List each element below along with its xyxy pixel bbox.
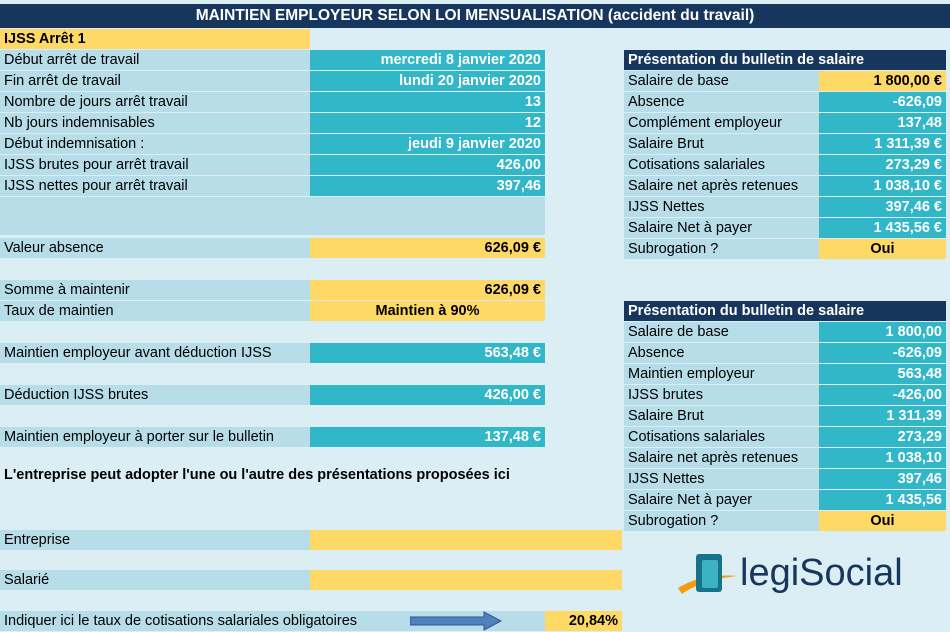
logo-text-part2: Social: [799, 552, 903, 594]
bulletin2-subrogation-select[interactable]: Oui: [819, 511, 946, 531]
entreprise-input[interactable]: [310, 530, 622, 550]
somme-maintenir-value[interactable]: 626,09 €: [310, 280, 545, 300]
bulletin1-row-label: Absence: [624, 92, 819, 112]
legisocial-logo: legiSocial: [676, 548, 936, 604]
salarie-label: Salarié: [0, 570, 310, 590]
bulletin1-row-value[interactable]: 1 435,56 €: [819, 218, 946, 238]
bulletin2-row-value[interactable]: 563,48: [819, 364, 946, 384]
valeur-absence-label: Valeur absence: [0, 238, 310, 258]
row-label: IJSS nettes pour arrêt travail: [0, 176, 310, 196]
bulletin2-row-label: Salaire Brut: [624, 406, 819, 426]
bulletin1-row-value[interactable]: 1 038,10 €: [819, 176, 946, 196]
maintien-bulletin-value[interactable]: 137,48 €: [310, 427, 545, 447]
taux-maintien-label: Taux de maintien: [0, 301, 310, 321]
bulletin1-row-value[interactable]: 137,48: [819, 113, 946, 133]
bulletin1-row-label: Complément employeur: [624, 113, 819, 133]
bulletin2-row-value[interactable]: 1 435,56: [819, 490, 946, 510]
logo-text-part1: legi: [740, 552, 800, 594]
bulletin2-row-label: Cotisations salariales: [624, 427, 819, 447]
bulletin1-row-label: IJSS Nettes: [624, 197, 819, 217]
somme-maintenir-label: Somme à maintenir: [0, 280, 310, 300]
bulletin2-row-label: Salaire de base: [624, 322, 819, 342]
deduction-label: Déduction IJSS brutes: [0, 385, 310, 405]
bulletin1-row-value[interactable]: 273,29 €: [819, 155, 946, 175]
bulletin2-row-value[interactable]: 1 038,10: [819, 448, 946, 468]
bulletin1-header: Présentation du bulletin de salaire: [624, 50, 946, 70]
taux-maintien-select[interactable]: Maintien à 90%: [310, 301, 545, 321]
bulletin2-header: Présentation du bulletin de salaire: [624, 301, 946, 321]
deduction-value[interactable]: 426,00 €: [310, 385, 545, 405]
section-header-ijss: IJSS Arrêt 1: [0, 29, 310, 49]
bulletin2-row-value[interactable]: -426,00: [819, 385, 946, 405]
bulletin1-row-label: Subrogation ?: [624, 239, 819, 259]
arrow-right-icon: [410, 611, 502, 631]
taux-cotisations-input[interactable]: 20,84%: [545, 611, 622, 631]
row-value[interactable]: lundi 20 janvier 2020: [310, 71, 545, 91]
bulletin1-row-value[interactable]: 397,46 €: [819, 197, 946, 217]
bulletin1-row-value[interactable]: -626,09: [819, 92, 946, 112]
bulletin2-row-value[interactable]: 273,29: [819, 427, 946, 447]
bulletin2-row-value[interactable]: 1 800,00: [819, 322, 946, 342]
bulletin2-row-label: Salaire net après retenues: [624, 448, 819, 468]
row-value[interactable]: 13: [310, 92, 545, 112]
bulletin2-row-value[interactable]: 1 311,39: [819, 406, 946, 426]
bulletin2-row-label: Maintien employeur: [624, 364, 819, 384]
row-value[interactable]: jeudi 9 janvier 2020: [310, 134, 545, 154]
maintien-avant-value[interactable]: 563,48 €: [310, 343, 545, 363]
bulletin2-row-label: Absence: [624, 343, 819, 363]
row-label: IJSS brutes pour arrêt travail: [0, 155, 310, 175]
row-label: Début indemnisation :: [0, 134, 310, 154]
row-value[interactable]: mercredi 8 janvier 2020: [310, 50, 545, 70]
row-label: Début arrêt de travail: [0, 50, 310, 70]
bulletin1-subrogation-select[interactable]: Oui: [819, 239, 946, 259]
bulletin2-row-label: Salaire Net à payer: [624, 490, 819, 510]
row-value[interactable]: 397,46: [310, 176, 545, 196]
bulletin1-row-label: Salaire net après retenues: [624, 176, 819, 196]
bulletin1-row-label: Salaire Net à payer: [624, 218, 819, 238]
bulletin1-row-label: Cotisations salariales: [624, 155, 819, 175]
bulletin2-row-value[interactable]: 397,46: [819, 469, 946, 489]
presentation-note: L'entreprise peut adopter l'une ou l'aut…: [4, 467, 510, 483]
bulletin1-row-value[interactable]: 1 800,00 €: [819, 71, 946, 91]
bulletin2-row-value[interactable]: -626,09: [819, 343, 946, 363]
sheet-title: MAINTIEN EMPLOYEUR SELON LOI MENSUALISAT…: [0, 4, 950, 28]
row-value[interactable]: 426,00: [310, 155, 545, 175]
row-label: Nb jours indemnisables: [0, 113, 310, 133]
row-label: Nombre de jours arrêt travail: [0, 92, 310, 112]
maintien-avant-label: Maintien employeur avant déduction IJSS: [0, 343, 310, 363]
valeur-absence-value[interactable]: 626,09 €: [310, 238, 545, 258]
maintien-bulletin-label: Maintien employeur à porter sur le bulle…: [0, 427, 310, 447]
bulletin1-row-label: Salaire Brut: [624, 134, 819, 154]
entreprise-label: Entreprise: [0, 530, 310, 550]
row-label: Fin arrêt de travail: [0, 71, 310, 91]
salarie-input[interactable]: [310, 570, 622, 590]
taux-cotisations-label: Indiquer ici le taux de cotisations sala…: [0, 611, 545, 631]
legisocial-logo-text: legiSocial: [740, 548, 903, 598]
row-value[interactable]: 12: [310, 113, 545, 133]
bulletin1-row-label: Salaire de base: [624, 71, 819, 91]
bulletin2-row-label: IJSS brutes: [624, 385, 819, 405]
legisocial-logo-mark-icon: [678, 554, 738, 594]
bulletin2-row-label: IJSS Nettes: [624, 469, 819, 489]
blank-row: [0, 197, 545, 235]
bulletin2-row-label: Subrogation ?: [624, 511, 819, 531]
bulletin1-row-value[interactable]: 1 311,39 €: [819, 134, 946, 154]
